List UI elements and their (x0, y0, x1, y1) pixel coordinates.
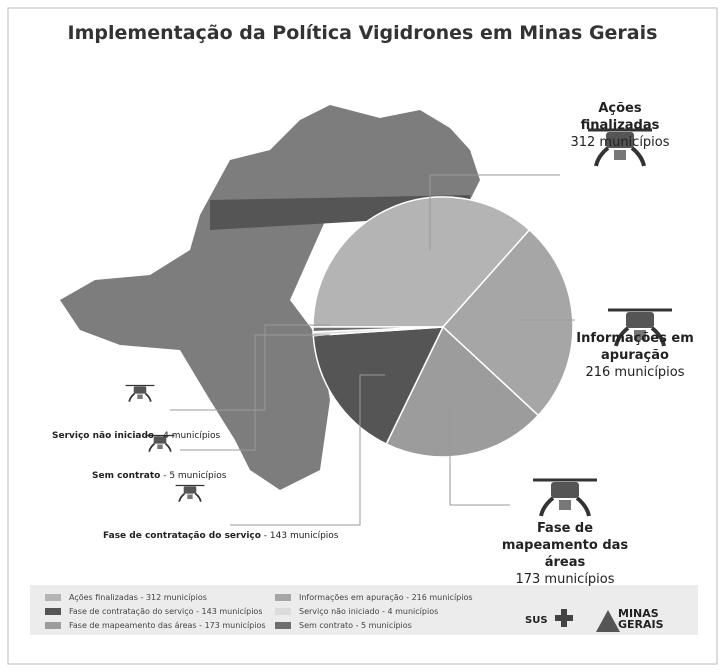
callout-title: Informações em apuração (576, 331, 694, 363)
drone-body (134, 386, 147, 393)
pie (313, 197, 573, 457)
callout-dash: - (261, 531, 270, 541)
infographic: Implementação da Política Vigidrones em … (0, 0, 725, 672)
callout-value: 4 municípios (163, 431, 220, 441)
legend-entry: Sem contrato - 5 municípios (275, 621, 412, 630)
legend-label: Fase de contratação do serviço - 143 mun… (69, 607, 262, 616)
legend-entry: Fase de contratação do serviço - 143 mun… (45, 607, 262, 616)
legend-swatch (45, 594, 61, 601)
legend-swatch (275, 594, 291, 601)
callout: Sem contrato - 5 municípios (92, 470, 226, 482)
legend-entry: Serviço não iniciado - 4 municípios (275, 607, 438, 616)
drone-body (551, 482, 579, 498)
legend-label: Ações finalizadas - 312 municípios (69, 593, 207, 602)
callout-value: 5 municípios (169, 471, 226, 481)
legend-label: Sem contrato - 5 municípios (299, 621, 412, 630)
drone-camera (614, 150, 626, 160)
state-logo: MINAS GERAIS (618, 608, 668, 630)
drone-camera (559, 500, 571, 510)
chart-title: Implementação da Política Vigidrones em … (0, 22, 725, 44)
callout-value: 216 municípios (585, 365, 684, 380)
callout-value: 312 municípios (570, 135, 669, 150)
drone-camera (187, 495, 192, 500)
callout-title: Fase de mapeamento das áreas (502, 521, 628, 570)
callout: Ações finalizadas 312 municípios (560, 100, 680, 151)
legend-entry: Informações em apuração - 216 municípios (275, 593, 473, 602)
callout: Informações em apuração 216 municípios (575, 330, 695, 381)
callout-title: Serviço não iniciado (52, 431, 154, 441)
callout-dash: - (160, 471, 169, 481)
callout: Serviço não iniciado - 4 municípios (52, 430, 220, 442)
callout-dash: - (154, 431, 163, 441)
legend-entry: Ações finalizadas - 312 municípios (45, 593, 207, 602)
callout-title: Ações finalizadas (581, 101, 660, 133)
callout-title: Sem contrato (92, 471, 160, 481)
legend-swatch (45, 608, 61, 615)
callout: Fase de mapeamento das áreas 173 municípi… (495, 520, 635, 588)
legend-swatch (275, 622, 291, 629)
callout-value: 143 municípios (270, 531, 339, 541)
legend-label: Fase de mapeamento das áreas - 173 munic… (69, 621, 266, 630)
drone-icon (533, 480, 597, 516)
drone-icon (126, 386, 155, 402)
legend-label: Informações em apuração - 216 municípios (299, 593, 473, 602)
sus-logo: SUS (525, 612, 548, 629)
drone-camera (137, 395, 142, 400)
drone-camera (157, 445, 162, 450)
drone-body (184, 486, 197, 493)
legend-label: Serviço não iniciado - 4 municípios (299, 607, 438, 616)
drone-icon (176, 486, 205, 502)
legend-swatch (275, 608, 291, 615)
callout-title: Fase de contratação do serviço (103, 531, 261, 541)
callout-value: 173 municípios (515, 572, 614, 587)
callout: Fase de contratação do serviço - 143 mun… (103, 530, 339, 542)
drone-body (626, 312, 654, 328)
legend-entry: Fase de mapeamento das áreas - 173 munic… (45, 621, 266, 630)
legend-swatch (45, 622, 61, 629)
